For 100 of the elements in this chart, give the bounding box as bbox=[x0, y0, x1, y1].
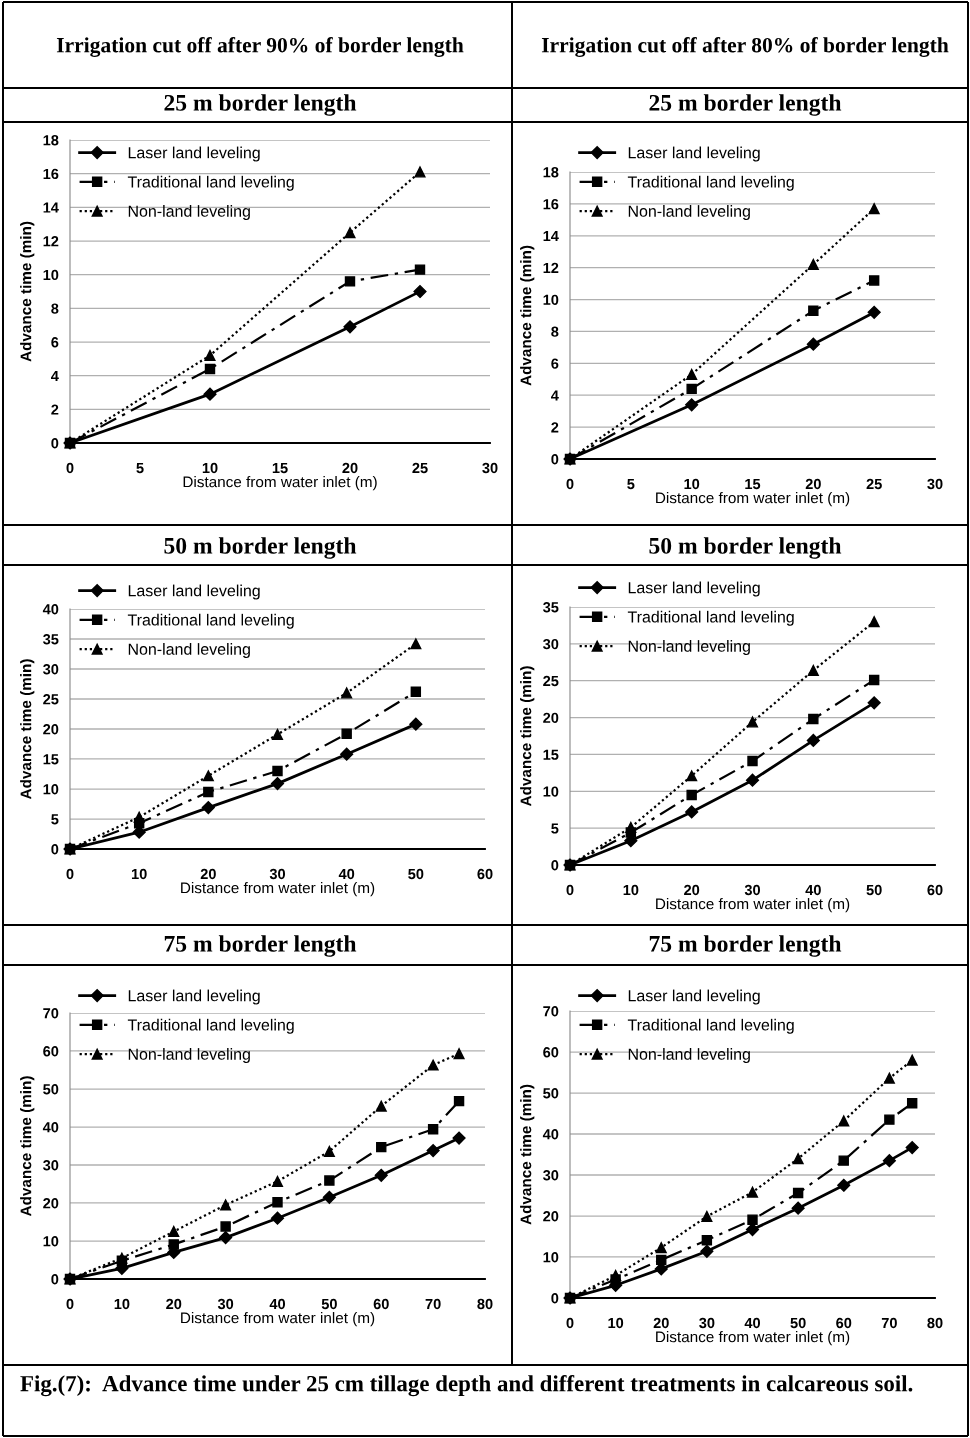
x-tick-label: 30 bbox=[744, 884, 761, 896]
x-tick-label: 5 bbox=[627, 478, 635, 490]
x-tick-label: 40 bbox=[744, 1317, 761, 1329]
y-tick-label: 16 bbox=[543, 198, 559, 210]
legend-label: Laser land leveling bbox=[628, 581, 760, 597]
y-tick-label: 70 bbox=[543, 1006, 559, 1017]
y-tick-label: 6 bbox=[51, 337, 59, 348]
y-axis-title: Advance time (min) bbox=[520, 666, 535, 807]
x-tick-label: 0 bbox=[66, 462, 74, 474]
y-tick-label: 12 bbox=[543, 262, 559, 273]
y-tick-label: 4 bbox=[51, 370, 59, 381]
x-tick-label: 0 bbox=[566, 1317, 574, 1329]
legend-label: Laser land leveling bbox=[128, 146, 260, 162]
x-tick-label: 20 bbox=[166, 1298, 182, 1310]
y-tick-label: 4 bbox=[551, 390, 559, 401]
legend-label: Non-land leveling bbox=[128, 1048, 250, 1063]
x-tick-label: 50 bbox=[790, 1317, 806, 1329]
chart-title: Irrigation cut off after 90% of border length bbox=[56, 37, 464, 57]
x-axis-title: Distance from water inlet (m) bbox=[181, 882, 375, 897]
legend-label: Traditional land leveling bbox=[127, 175, 294, 191]
y-tick-label: 14 bbox=[543, 231, 559, 242]
y-tick-label: 5 bbox=[51, 814, 59, 825]
x-tick-label: 10 bbox=[608, 1317, 624, 1329]
x-tick-label: 20 bbox=[805, 478, 821, 490]
y-tick-label: 0 bbox=[51, 438, 59, 449]
y-tick-label: 60 bbox=[543, 1047, 559, 1058]
y-tick-label: 40 bbox=[42, 604, 59, 615]
y-tick-label: 20 bbox=[43, 724, 59, 735]
y-tick-label: 0 bbox=[551, 860, 559, 871]
y-tick-label: 10 bbox=[543, 294, 559, 305]
y-tick-label: 25 bbox=[543, 675, 559, 687]
x-tick-label: 60 bbox=[836, 1317, 852, 1329]
y-tick-label: 10 bbox=[543, 786, 559, 797]
y-tick-label: 2 bbox=[551, 422, 559, 433]
y-tick-label: 0 bbox=[51, 1274, 59, 1285]
y-tick-label: 10 bbox=[43, 269, 59, 281]
y-tick-label: 30 bbox=[543, 1170, 559, 1181]
chart-title: 50 m border length bbox=[649, 537, 842, 559]
legend-label: Non-land leveling bbox=[628, 1048, 750, 1063]
chart-title: Irrigation cut off after 80% of border length bbox=[541, 37, 949, 57]
y-tick-label: 5 bbox=[551, 823, 559, 834]
legend-label: Traditional land leveling bbox=[127, 1018, 294, 1034]
y-axis-title: Advance time (min) bbox=[20, 1076, 35, 1217]
y-tick-label: 2 bbox=[51, 404, 59, 415]
text: Fig.(7): Advance time under 25 cm tillage depth and different treatments in calcareous soil. bbox=[20, 1375, 913, 1397]
y-tick-label: 35 bbox=[43, 634, 59, 645]
y-tick-label: 60 bbox=[43, 1046, 59, 1057]
y-tick-label: 30 bbox=[543, 638, 559, 650]
legend-label: Traditional land leveling bbox=[627, 1018, 794, 1034]
y-tick-label: 25 bbox=[43, 694, 59, 705]
legend-label: Laser land leveling bbox=[128, 989, 260, 1005]
x-tick-label: 25 bbox=[412, 462, 428, 474]
chart-title: 75 m border length bbox=[164, 935, 357, 957]
y-axis-title: Advance time (min) bbox=[20, 659, 35, 800]
y-tick-label: 50 bbox=[543, 1088, 559, 1099]
x-tick-label: 70 bbox=[425, 1298, 441, 1310]
y-tick-label: 6 bbox=[551, 358, 559, 369]
x-tick-label: 50 bbox=[408, 868, 424, 880]
legend-label: Traditional land leveling bbox=[627, 610, 794, 626]
x-tick-label: 0 bbox=[66, 868, 74, 880]
y-tick-label: 16 bbox=[43, 168, 59, 180]
chart-subtitle: 25 m border length bbox=[649, 94, 842, 116]
x-tick-label: 50 bbox=[866, 884, 882, 896]
x-tick-label: 30 bbox=[482, 462, 498, 474]
y-tick-label: 50 bbox=[43, 1084, 59, 1095]
y-tick-label: 30 bbox=[43, 664, 59, 675]
y-tick-label: 10 bbox=[43, 784, 59, 795]
x-tick-label: 10 bbox=[623, 884, 639, 896]
x-tick-label: 0 bbox=[66, 1298, 74, 1310]
y-tick-label: 10 bbox=[543, 1252, 559, 1263]
x-axis-title: Distance from water inlet (m) bbox=[656, 898, 850, 913]
x-tick-label: 15 bbox=[745, 478, 761, 490]
x-tick-label: 0 bbox=[566, 478, 574, 490]
x-tick-label: 5 bbox=[136, 462, 144, 474]
y-tick-label: 15 bbox=[43, 754, 59, 765]
x-tick-label: 60 bbox=[373, 1298, 389, 1310]
legend-label: Non-land leveling bbox=[128, 205, 250, 220]
legend-label: Traditional land leveling bbox=[127, 613, 294, 629]
legend-label: Non-land leveling bbox=[128, 643, 250, 658]
y-tick-label: 14 bbox=[43, 202, 59, 213]
x-tick-label: 50 bbox=[321, 1298, 337, 1310]
x-tick-label: 40 bbox=[269, 1298, 286, 1310]
y-tick-label: 20 bbox=[43, 1198, 59, 1209]
legend-label: Traditional land leveling bbox=[627, 175, 794, 191]
x-axis-title: Distance from water inlet (m) bbox=[181, 1312, 375, 1327]
x-tick-label: 10 bbox=[684, 478, 700, 490]
x-tick-label: 0 bbox=[566, 884, 574, 896]
x-tick-label: 80 bbox=[477, 1298, 493, 1310]
legend-label: Laser land leveling bbox=[628, 989, 760, 1005]
x-axis-title: Distance from water inlet (m) bbox=[183, 476, 377, 491]
x-tick-label: 25 bbox=[866, 478, 882, 490]
legend-label: Non-land leveling bbox=[628, 205, 750, 220]
x-tick-label: 30 bbox=[699, 1317, 715, 1329]
x-tick-label: 20 bbox=[684, 884, 700, 896]
x-tick-label: 20 bbox=[342, 462, 358, 474]
x-tick-label: 30 bbox=[927, 478, 943, 490]
y-tick-label: 40 bbox=[542, 1129, 559, 1140]
y-tick-label: 10 bbox=[43, 1236, 59, 1247]
x-tick-label: 80 bbox=[927, 1317, 943, 1329]
y-tick-label: 18 bbox=[43, 135, 59, 146]
